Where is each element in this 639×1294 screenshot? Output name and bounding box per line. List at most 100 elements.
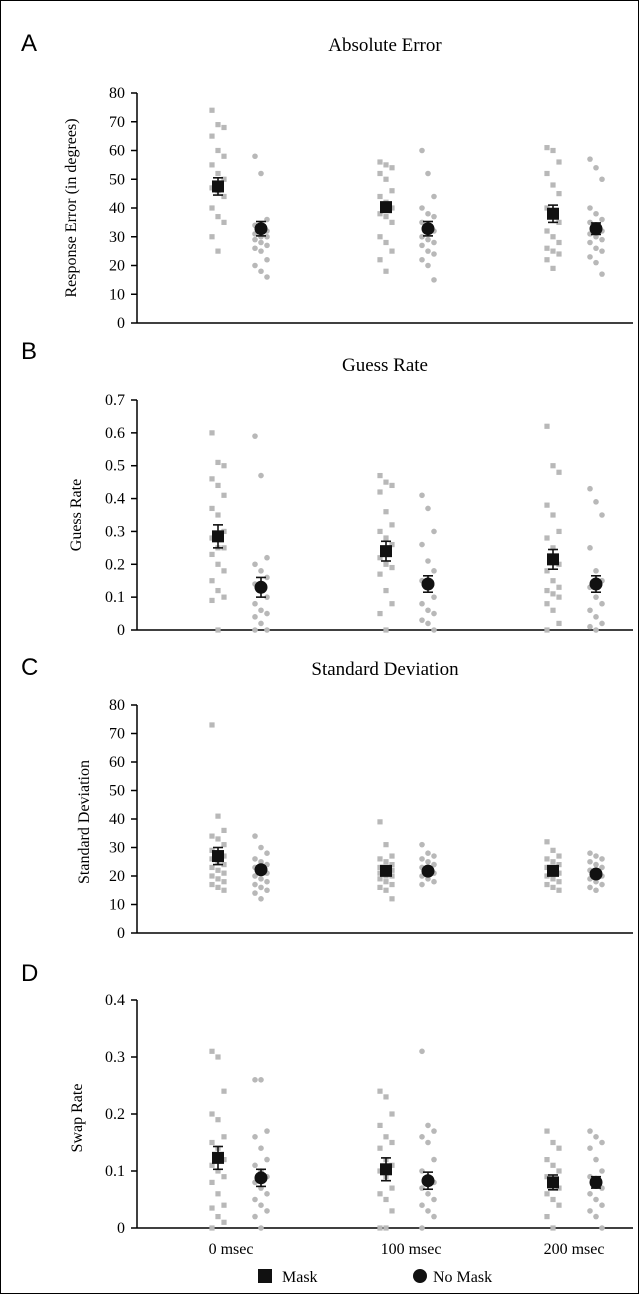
mask-data-point — [550, 578, 556, 584]
mask-data-point — [221, 827, 227, 833]
mask-data-point — [215, 512, 221, 518]
no-mask-data-point — [419, 617, 425, 623]
no-mask-data-point — [264, 233, 270, 240]
no-mask-data-point — [264, 627, 270, 633]
mask-data-point — [389, 896, 395, 902]
no-mask-data-point — [419, 1185, 425, 1191]
mask-data-point — [209, 1162, 215, 1168]
no-mask-data-point — [593, 887, 599, 894]
y-tick-label: 0.1 — [105, 589, 125, 606]
mask-data-point — [556, 159, 562, 165]
mask-data-point — [209, 505, 215, 512]
mask-data-point — [383, 509, 389, 515]
mask-data-point — [377, 193, 383, 200]
mask-data-point — [389, 541, 395, 548]
mask-data-point — [550, 876, 556, 882]
legend: Mask No Mask — [258, 1269, 492, 1286]
mask-data-point — [209, 107, 215, 113]
no-mask-data-point — [425, 1122, 431, 1129]
no-mask-data-point — [599, 1139, 605, 1146]
mask-data-point — [556, 1168, 562, 1174]
mask-data-point — [544, 587, 550, 594]
no-mask-data-point — [587, 219, 593, 226]
y-tick-label: 70 — [109, 114, 125, 131]
no-mask-data-point — [587, 1208, 593, 1214]
mask-data-point — [550, 1196, 556, 1203]
no-mask-data-point — [599, 236, 605, 243]
no-mask-data-point — [425, 607, 431, 614]
no-mask-data-point — [252, 600, 258, 607]
no-mask-data-point — [258, 620, 264, 627]
mask-data-point — [221, 1219, 227, 1225]
legend-no-mask-label: No Mask — [433, 1269, 492, 1286]
no-mask-data-point — [593, 164, 599, 171]
no-mask-data-point — [258, 170, 264, 177]
mask-data-point — [383, 214, 389, 220]
mask-data-point — [209, 234, 215, 240]
y-tick-label: 0 — [117, 1220, 125, 1237]
mask-data-point — [377, 571, 383, 577]
y-tick-label: 0.2 — [105, 556, 125, 573]
mask-data-point — [544, 257, 550, 263]
mask-data-point — [383, 1094, 389, 1100]
no-mask-data-point — [252, 1213, 258, 1220]
no-mask-data-point — [264, 256, 270, 263]
no-mask-data-point — [252, 890, 258, 896]
panel-c-y-axis-label: Standard Deviation — [76, 760, 93, 884]
mask-data-point — [544, 245, 550, 251]
mask-mean-marker — [547, 553, 559, 566]
mask-data-point — [556, 879, 562, 885]
mask-data-point — [383, 162, 389, 168]
no-mask-data-point — [587, 623, 593, 630]
mask-data-point — [389, 862, 395, 868]
no-mask-data-point — [258, 1225, 264, 1231]
legend-mask-label: Mask — [282, 1269, 318, 1286]
no-mask-mean-marker — [589, 867, 603, 881]
mask-data-point — [209, 551, 215, 558]
mask-data-point — [556, 887, 562, 893]
mask-mean-marker — [212, 530, 224, 543]
mask-data-point — [556, 191, 562, 197]
mask-data-point — [221, 842, 227, 848]
mask-mean-marker — [380, 1163, 392, 1176]
no-mask-data-point — [431, 213, 437, 220]
no-mask-data-point — [593, 499, 599, 505]
mask-data-point — [556, 1202, 562, 1208]
mask-data-point — [209, 1205, 215, 1211]
mask-data-point — [383, 842, 389, 848]
no-mask-data-point — [419, 1202, 425, 1208]
mask-data-point — [215, 1214, 221, 1220]
no-mask-data-point — [258, 876, 264, 882]
mask-data-point — [215, 1191, 221, 1197]
panel-b-title: Guess Rate — [342, 355, 428, 376]
no-mask-data-point — [419, 147, 425, 154]
no-mask-data-point — [431, 1156, 437, 1163]
mask-data-point — [377, 528, 383, 535]
mask-data-point — [383, 1225, 389, 1231]
mask-data-point — [209, 597, 215, 604]
mask-data-point — [215, 214, 221, 220]
no-mask-data-point — [593, 259, 599, 266]
mask-data-point — [544, 535, 550, 541]
y-tick-label: 0.5 — [105, 458, 125, 475]
y-tick-label: 0.4 — [105, 992, 125, 1009]
no-mask-data-point — [419, 541, 425, 548]
no-mask-data-point — [431, 878, 437, 885]
mask-data-point — [544, 502, 550, 508]
no-mask-data-point — [587, 1145, 593, 1151]
mask-data-point — [221, 1202, 227, 1208]
panel-d-letter: D — [21, 960, 38, 987]
no-mask-data-point — [599, 600, 605, 607]
no-mask-data-point — [593, 1213, 599, 1220]
mask-data-point — [544, 568, 550, 574]
mask-data-point — [215, 587, 221, 594]
mask-data-point — [550, 847, 556, 853]
mask-data-point — [544, 1191, 550, 1197]
mask-data-point — [383, 859, 389, 865]
mask-data-point — [389, 482, 395, 489]
no-mask-data-point — [419, 242, 425, 249]
mask-data-point — [215, 867, 221, 873]
mask-data-point — [209, 578, 215, 584]
mask-data-point — [550, 463, 556, 469]
mask-data-point — [215, 627, 221, 633]
